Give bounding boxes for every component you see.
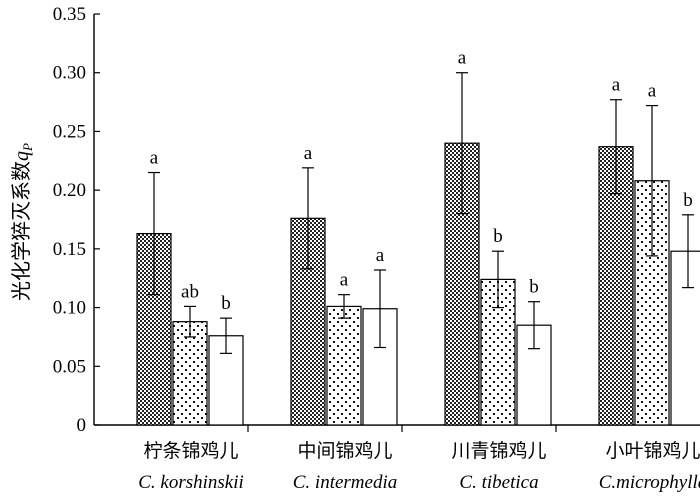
y-axis-title-text: 光化学猝灭系数	[9, 161, 33, 301]
svg-text:光化学猝灭系数qP: 光化学猝灭系数qP	[9, 143, 35, 301]
y-axis-title-var: q	[11, 151, 33, 161]
bar	[362, 308, 398, 426]
category-label-latin: C. korshinskii	[138, 472, 244, 493]
significance-label: b	[493, 226, 503, 247]
significance-label: a	[376, 245, 385, 266]
category-label-cn: 川青锦鸡儿	[451, 440, 546, 462]
y-tick-labels: 0 0.05 0.10 0.15 0.20 0.25 0.30 0.35	[53, 4, 86, 436]
significance-label: b	[221, 293, 231, 314]
category-label-cn: 中间锦鸡儿	[297, 440, 392, 462]
significance-label: b	[529, 277, 539, 298]
category-label-latin: C. intermedia	[293, 472, 398, 493]
y-tick-label: 0.10	[53, 298, 86, 319]
significance-label: a	[612, 75, 621, 96]
significance-label: ab	[181, 281, 199, 302]
bar	[172, 321, 208, 426]
error-bars	[148, 72, 694, 354]
y-tick-label: 0.05	[53, 356, 86, 377]
significance-label: a	[458, 48, 467, 69]
y-tick-label: 0	[77, 415, 87, 436]
y-tick-label: 0.25	[53, 121, 86, 142]
significance-label: a	[648, 81, 657, 102]
y-tick-label: 0.15	[53, 239, 86, 260]
y-tick-label: 0.30	[53, 63, 86, 84]
significance-label: a	[150, 148, 159, 169]
significance-label: a	[340, 270, 349, 291]
category-label-cn: 小叶锦鸡儿	[605, 440, 700, 462]
category-label-latin: C.microphylla	[599, 472, 700, 493]
y-tick-label: 0.35	[53, 4, 86, 25]
bar	[670, 250, 700, 426]
category-label-latin: C. tibetica	[459, 472, 538, 493]
bar	[136, 232, 172, 426]
bar	[598, 146, 634, 426]
bar	[326, 305, 362, 426]
y-tick-label: 0.20	[53, 180, 86, 201]
y-axis-title: 光化学猝灭系数qP	[9, 143, 35, 301]
category-label-cn: 柠条锦鸡儿	[143, 440, 238, 462]
significance-label: a	[304, 143, 313, 164]
significance-label: b	[683, 190, 693, 211]
y-axis-title-sub: P	[20, 143, 35, 152]
x-category-labels: 柠条锦鸡儿 C. korshinskii 中间锦鸡儿 C. intermedia 川青锦…	[138, 440, 700, 493]
